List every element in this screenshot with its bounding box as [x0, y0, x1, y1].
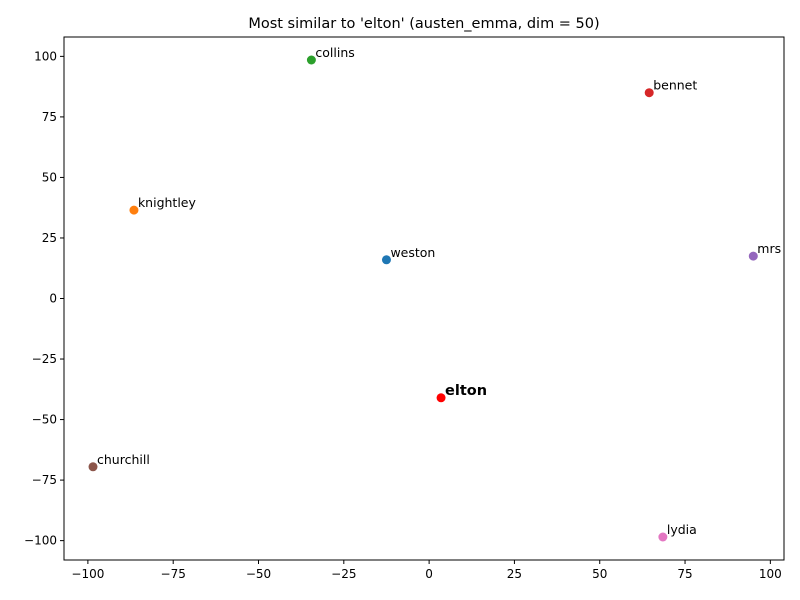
x-tick-label: 0 [425, 567, 433, 581]
y-tick-label: 75 [42, 110, 57, 124]
point-label: knightley [138, 195, 197, 210]
y-tick-label: −100 [24, 534, 57, 548]
data-points: weston knightley collins bennet mrs churchill… [88, 45, 781, 542]
point-label: elton [445, 383, 487, 399]
x-tick-label: 75 [677, 567, 692, 581]
chart-title: Most similar to 'elton' (austen_emma, di… [248, 16, 599, 32]
y-tick-label: −50 [32, 413, 57, 427]
point-label: collins [315, 45, 354, 60]
x-tick-label: −100 [71, 567, 104, 581]
x-tick-label: −50 [246, 567, 271, 581]
y-tick-label: 100 [34, 49, 57, 63]
x-tick-label: 25 [507, 567, 522, 581]
scatter-point [644, 88, 654, 98]
scatter-point [381, 255, 391, 265]
plot-frame [63, 36, 785, 561]
x-tick-label: −75 [161, 567, 186, 581]
y-tick-label: −75 [32, 473, 57, 487]
x-tick-label: 50 [592, 567, 607, 581]
axis-ticks: −100 −75 −50 −25 0 25 50 75 100 100 75 50 25 0 −25 −50 −… [24, 49, 782, 581]
y-tick-label: −25 [32, 352, 57, 366]
y-tick-label: 0 [49, 292, 57, 306]
point-label: churchill [97, 452, 150, 467]
point-label: mrs [757, 241, 781, 256]
scatter-point [748, 251, 758, 261]
y-tick-label: 25 [42, 231, 57, 245]
point-label: weston [390, 245, 435, 260]
x-tick-label: −25 [331, 567, 356, 581]
point-label: lydia [667, 522, 697, 537]
scatter-point [88, 462, 98, 472]
scatter-point [129, 205, 139, 215]
scatter-point [306, 55, 316, 65]
scatter-point [658, 532, 668, 542]
y-tick-label: 50 [42, 170, 57, 184]
x-tick-label: 100 [759, 567, 782, 581]
scatter-point [436, 393, 446, 403]
point-label: bennet [653, 78, 697, 93]
